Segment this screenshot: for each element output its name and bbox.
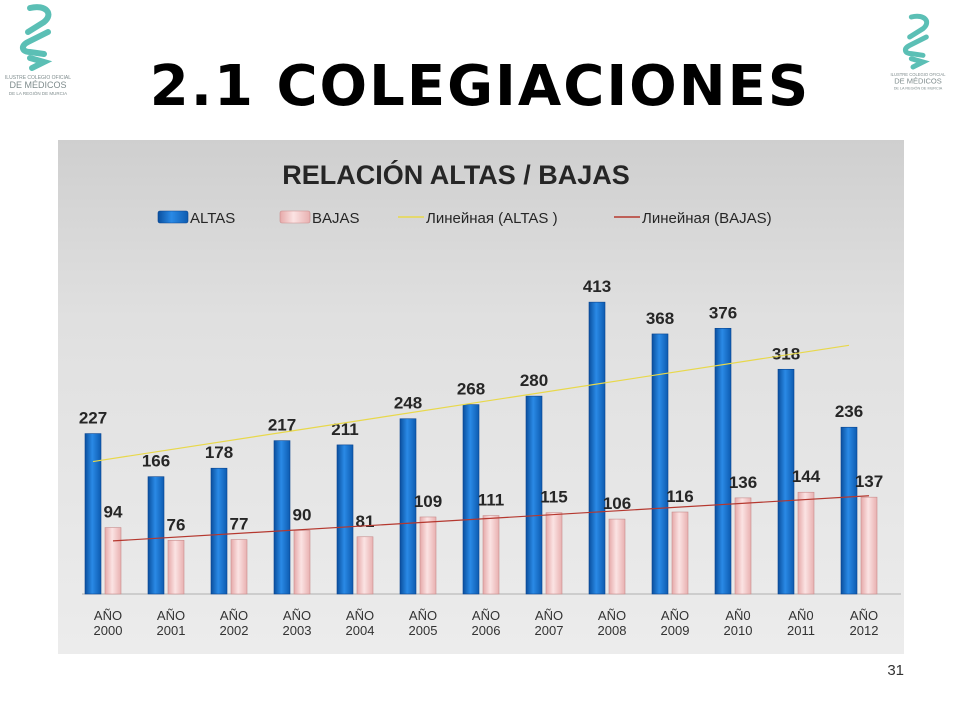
bar-altas xyxy=(84,433,102,595)
bar-bajas xyxy=(482,515,500,595)
data-label-bajas: 116 xyxy=(666,487,693,506)
bar-altas xyxy=(462,404,480,595)
legend-swatch xyxy=(157,210,189,224)
data-label-altas: 211 xyxy=(331,420,358,439)
logo-line: ILUSTRE COLEGIO OFICIAL xyxy=(891,72,947,77)
bar-bajas xyxy=(356,536,374,595)
data-label-bajas: 144 xyxy=(792,467,821,486)
legend-label: ALTAS xyxy=(190,210,235,227)
trendline-altas xyxy=(92,344,850,463)
data-label-bajas: 115 xyxy=(540,488,567,507)
medical-logo-icon xyxy=(903,13,930,70)
bar-bajas xyxy=(419,516,437,595)
bar-bajas xyxy=(860,496,878,595)
data-label-altas: 178 xyxy=(205,443,233,462)
data-label-bajas: 106 xyxy=(603,494,631,513)
x-tick-label: AÑO 2004 xyxy=(346,608,375,638)
data-label-bajas: 76 xyxy=(167,515,186,534)
data-label-altas: 248 xyxy=(394,394,422,413)
bar-altas xyxy=(399,418,417,595)
x-tick-label: AÑO 2012 xyxy=(850,608,879,638)
bar-bajas xyxy=(734,497,752,595)
legend-label: BAJAS xyxy=(312,210,360,227)
chart-title: RELACIÓN ALTAS / BAJAS xyxy=(282,159,630,190)
slide-title: 2.1 COLEGIACIONES xyxy=(149,54,811,119)
data-label-bajas: 109 xyxy=(414,492,442,511)
data-label-bajas: 136 xyxy=(729,473,757,492)
bar-altas xyxy=(777,368,795,595)
legend-label: Линейная (BAJAS) xyxy=(642,210,772,227)
bar-bajas xyxy=(545,512,563,595)
x-tick-label: AÑO 2005 xyxy=(409,608,438,638)
data-label-altas: 227 xyxy=(79,409,107,428)
bar-bajas xyxy=(797,491,815,595)
bar-altas xyxy=(210,467,228,595)
logo-line: DE LA REGIÓN DE MURCIA xyxy=(9,90,67,96)
bar-altas xyxy=(651,333,669,595)
bar-altas xyxy=(525,395,543,595)
college-logo-left: ILUSTRE COLEGIO OFICIAL DE MÉDICOS DE LA… xyxy=(5,4,71,96)
x-tick-label: AÑO 2007 xyxy=(535,608,564,638)
data-label-bajas: 81 xyxy=(356,512,375,531)
bar-altas xyxy=(336,444,354,595)
bar-bajas xyxy=(608,518,626,595)
chart-legend: ALTAS BAJAS Линейная (ALTAS ) Линейная (BAJ… xyxy=(157,210,772,227)
data-label-altas: 413 xyxy=(583,277,611,296)
bar-altas xyxy=(588,301,606,595)
legend-label: Линейная (ALTAS ) xyxy=(426,210,558,227)
bar-bajas xyxy=(671,511,689,595)
data-label-altas: 166 xyxy=(142,452,170,471)
college-logo-right: ILUSTRE COLEGIO OFICIAL DE MÉDICOS DE LA… xyxy=(891,13,947,91)
logo-line: DE MÉDICOS xyxy=(9,80,66,90)
logo-line: DE MÉDICOS xyxy=(894,77,942,86)
logo-line: ILUSTRE COLEGIO OFICIAL xyxy=(5,75,71,81)
data-label-altas: 318 xyxy=(772,344,800,363)
data-label-altas: 236 xyxy=(835,402,863,421)
data-label-altas: 280 xyxy=(520,371,548,390)
data-label-altas: 217 xyxy=(268,416,296,435)
medical-logo-icon xyxy=(20,4,53,71)
x-tick-label: AÑO 2003 xyxy=(283,608,312,638)
data-label-altas: 368 xyxy=(646,309,674,328)
data-label-bajas: 77 xyxy=(230,515,249,534)
bar-altas xyxy=(273,440,291,595)
bar-bajas xyxy=(104,527,122,595)
x-tick-label: AÑ0 2010 xyxy=(724,608,753,638)
data-label-altas: 376 xyxy=(709,303,737,322)
chart-panel: RELACIÓN ALTAS / BAJAS ALTAS BAJAS Линейна… xyxy=(58,140,904,654)
data-label-bajas: 111 xyxy=(478,491,505,510)
bar-altas xyxy=(840,426,858,595)
x-tick-label: AÑO 2001 xyxy=(157,608,186,638)
x-tick-label: AÑ0 2011 xyxy=(787,608,815,638)
trendline-bajas xyxy=(112,495,870,542)
bar-bajas xyxy=(167,539,185,595)
bar-altas xyxy=(714,327,732,595)
page-number: 31 xyxy=(887,662,904,679)
data-label-altas: 268 xyxy=(457,380,485,399)
x-tick-label: AÑO 2008 xyxy=(598,608,627,638)
data-label-bajas: 94 xyxy=(104,503,123,522)
bar-bajas xyxy=(230,539,248,595)
data-label-bajas: 90 xyxy=(293,505,312,524)
x-tick-label: AÑO 2006 xyxy=(472,608,501,638)
legend-swatch xyxy=(279,210,311,224)
x-tick-label: AÑO 2000 xyxy=(94,608,123,638)
bar-bajas xyxy=(293,530,311,595)
x-tick-label: AÑO 2009 xyxy=(661,608,690,638)
logo-line: DE LA REGIÓN DE MURCIA xyxy=(894,86,943,91)
bar-altas xyxy=(147,476,165,595)
bar-chart: RELACIÓN ALTAS / BAJAS ALTAS BAJAS Линейна… xyxy=(79,159,901,638)
x-tick-label: AÑO 2002 xyxy=(220,608,249,638)
data-label-bajas: 137 xyxy=(855,472,883,491)
